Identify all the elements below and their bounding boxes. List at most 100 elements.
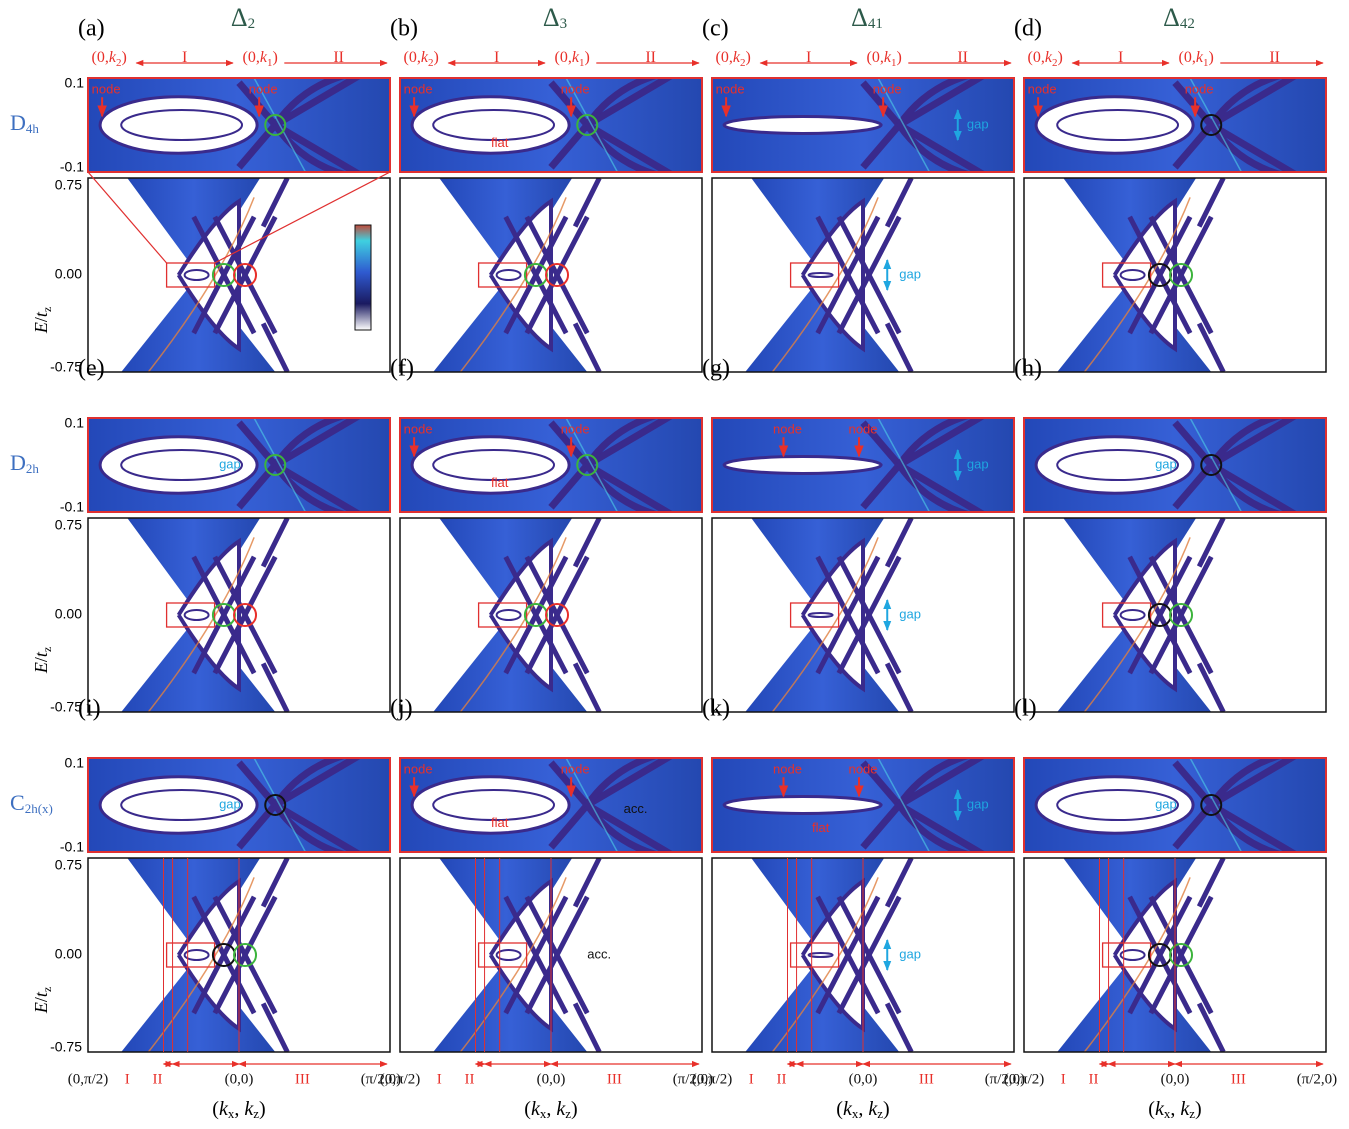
x-axis-label: I (749, 1071, 754, 1087)
lens-small (1119, 949, 1146, 961)
inset-frame (399, 77, 703, 173)
italic-text: k (733, 49, 741, 66)
marker-circle (545, 263, 570, 287)
bulk-edge (877, 758, 931, 852)
top-axis-label: II (333, 49, 344, 66)
x-axis-label: (π/2,0) (985, 1071, 1025, 1087)
subscript: 2 (740, 57, 746, 69)
band (1127, 215, 1193, 335)
x-axis-label: III (919, 1071, 934, 1087)
main-plot (712, 518, 1014, 712)
inset-frame (87, 757, 391, 853)
top-axis-label: (0,k2​) (404, 49, 439, 69)
text-part: I (494, 49, 499, 66)
top-axis-label: (0,k1​) (867, 49, 902, 69)
marker-circle (545, 603, 570, 627)
panel-label: (h) (1014, 356, 1042, 382)
y-tick-label: 0.1 (65, 415, 85, 431)
marker-circle (1200, 454, 1223, 476)
text-part: (0, (1179, 49, 1196, 66)
annotation: node (716, 82, 745, 97)
inset-plot (400, 78, 702, 172)
text-part: ) (433, 49, 438, 66)
lens (410, 435, 571, 495)
lens-inner (120, 448, 244, 482)
band (260, 178, 290, 372)
main-frame (1023, 517, 1327, 713)
text-part: , (858, 1098, 868, 1120)
band (584, 462, 660, 512)
italic-text: k (219, 1098, 229, 1120)
subscript: z (877, 1106, 883, 1121)
text-part: Δ (231, 3, 248, 32)
x-axis-label: III (607, 1071, 622, 1087)
lens-small (495, 949, 522, 961)
main-frame (711, 517, 1015, 713)
marker-circle (576, 114, 599, 136)
text-part: ) (121, 49, 126, 66)
annotation: node (773, 422, 802, 437)
panel-label: (k) (702, 696, 730, 722)
inset-plot (88, 418, 390, 512)
marker-circle (1200, 114, 1223, 136)
x-axis-label: I (437, 1071, 442, 1087)
italic-text: k (1180, 1098, 1190, 1120)
main-frame (87, 517, 391, 713)
top-axis-label: II (957, 49, 968, 66)
annotation: flat (812, 820, 830, 835)
italic-text: t (31, 991, 51, 997)
inset-frame (1023, 77, 1327, 173)
lens-small (807, 272, 834, 278)
subscript: 42 (1180, 16, 1195, 32)
band (524, 895, 590, 1015)
subscript: x (852, 1106, 859, 1121)
lens (1034, 435, 1195, 495)
band (896, 802, 972, 852)
row-label: D4h​ (10, 110, 39, 136)
top-axis-label: (0,k1​) (555, 49, 590, 69)
band (584, 758, 660, 808)
text-part: I (1118, 49, 1123, 66)
band (584, 78, 660, 128)
band (884, 178, 914, 372)
zoom-line (214, 171, 391, 264)
bulk-edge (253, 418, 307, 512)
main-frame (87, 177, 391, 373)
band (1148, 555, 1214, 675)
annotation: gap (967, 116, 989, 131)
lens (98, 95, 259, 155)
text-part: ) (1057, 49, 1062, 66)
italic-text: k (421, 49, 429, 66)
marker-circle (233, 943, 258, 967)
band (572, 858, 602, 1052)
x-axis-label: (π/2,0) (673, 1071, 713, 1087)
subscript: 1 (579, 57, 585, 69)
band (1208, 802, 1284, 852)
text-part: Δ (851, 3, 868, 32)
bulk-edge (565, 78, 619, 172)
annotation: node (561, 762, 590, 777)
bulk (751, 518, 885, 615)
text-part: ) (883, 1098, 890, 1120)
annotation: flat (491, 135, 509, 150)
annotation: gap (1155, 456, 1177, 471)
inset-frame (711, 757, 1015, 853)
annotation: node (773, 762, 802, 777)
main-plot (1024, 178, 1326, 372)
annotation: gap (899, 266, 921, 281)
text-part: ) (1208, 49, 1213, 66)
y-tick-label: -0.1 (60, 159, 84, 175)
band (272, 462, 348, 512)
band (884, 518, 914, 712)
marker-circle (1169, 603, 1194, 627)
inset-plot (88, 78, 390, 172)
annotation: acc. (587, 946, 611, 961)
inset-plot (400, 418, 702, 512)
marker-circle (233, 263, 258, 287)
lens-small (183, 949, 210, 961)
column-header: Δ41​ (851, 3, 883, 32)
band (584, 802, 660, 852)
text-part: , (546, 1098, 556, 1120)
lens-inner (432, 108, 556, 142)
annotation: node (404, 82, 433, 97)
